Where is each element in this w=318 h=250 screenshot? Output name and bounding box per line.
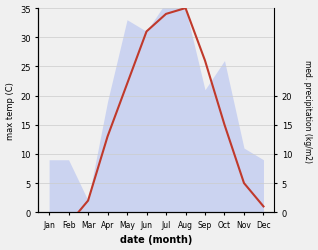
Y-axis label: med. precipitation (kg/m2): med. precipitation (kg/m2) xyxy=(303,60,313,162)
X-axis label: date (month): date (month) xyxy=(120,234,192,244)
Y-axis label: max temp (C): max temp (C) xyxy=(5,82,15,140)
